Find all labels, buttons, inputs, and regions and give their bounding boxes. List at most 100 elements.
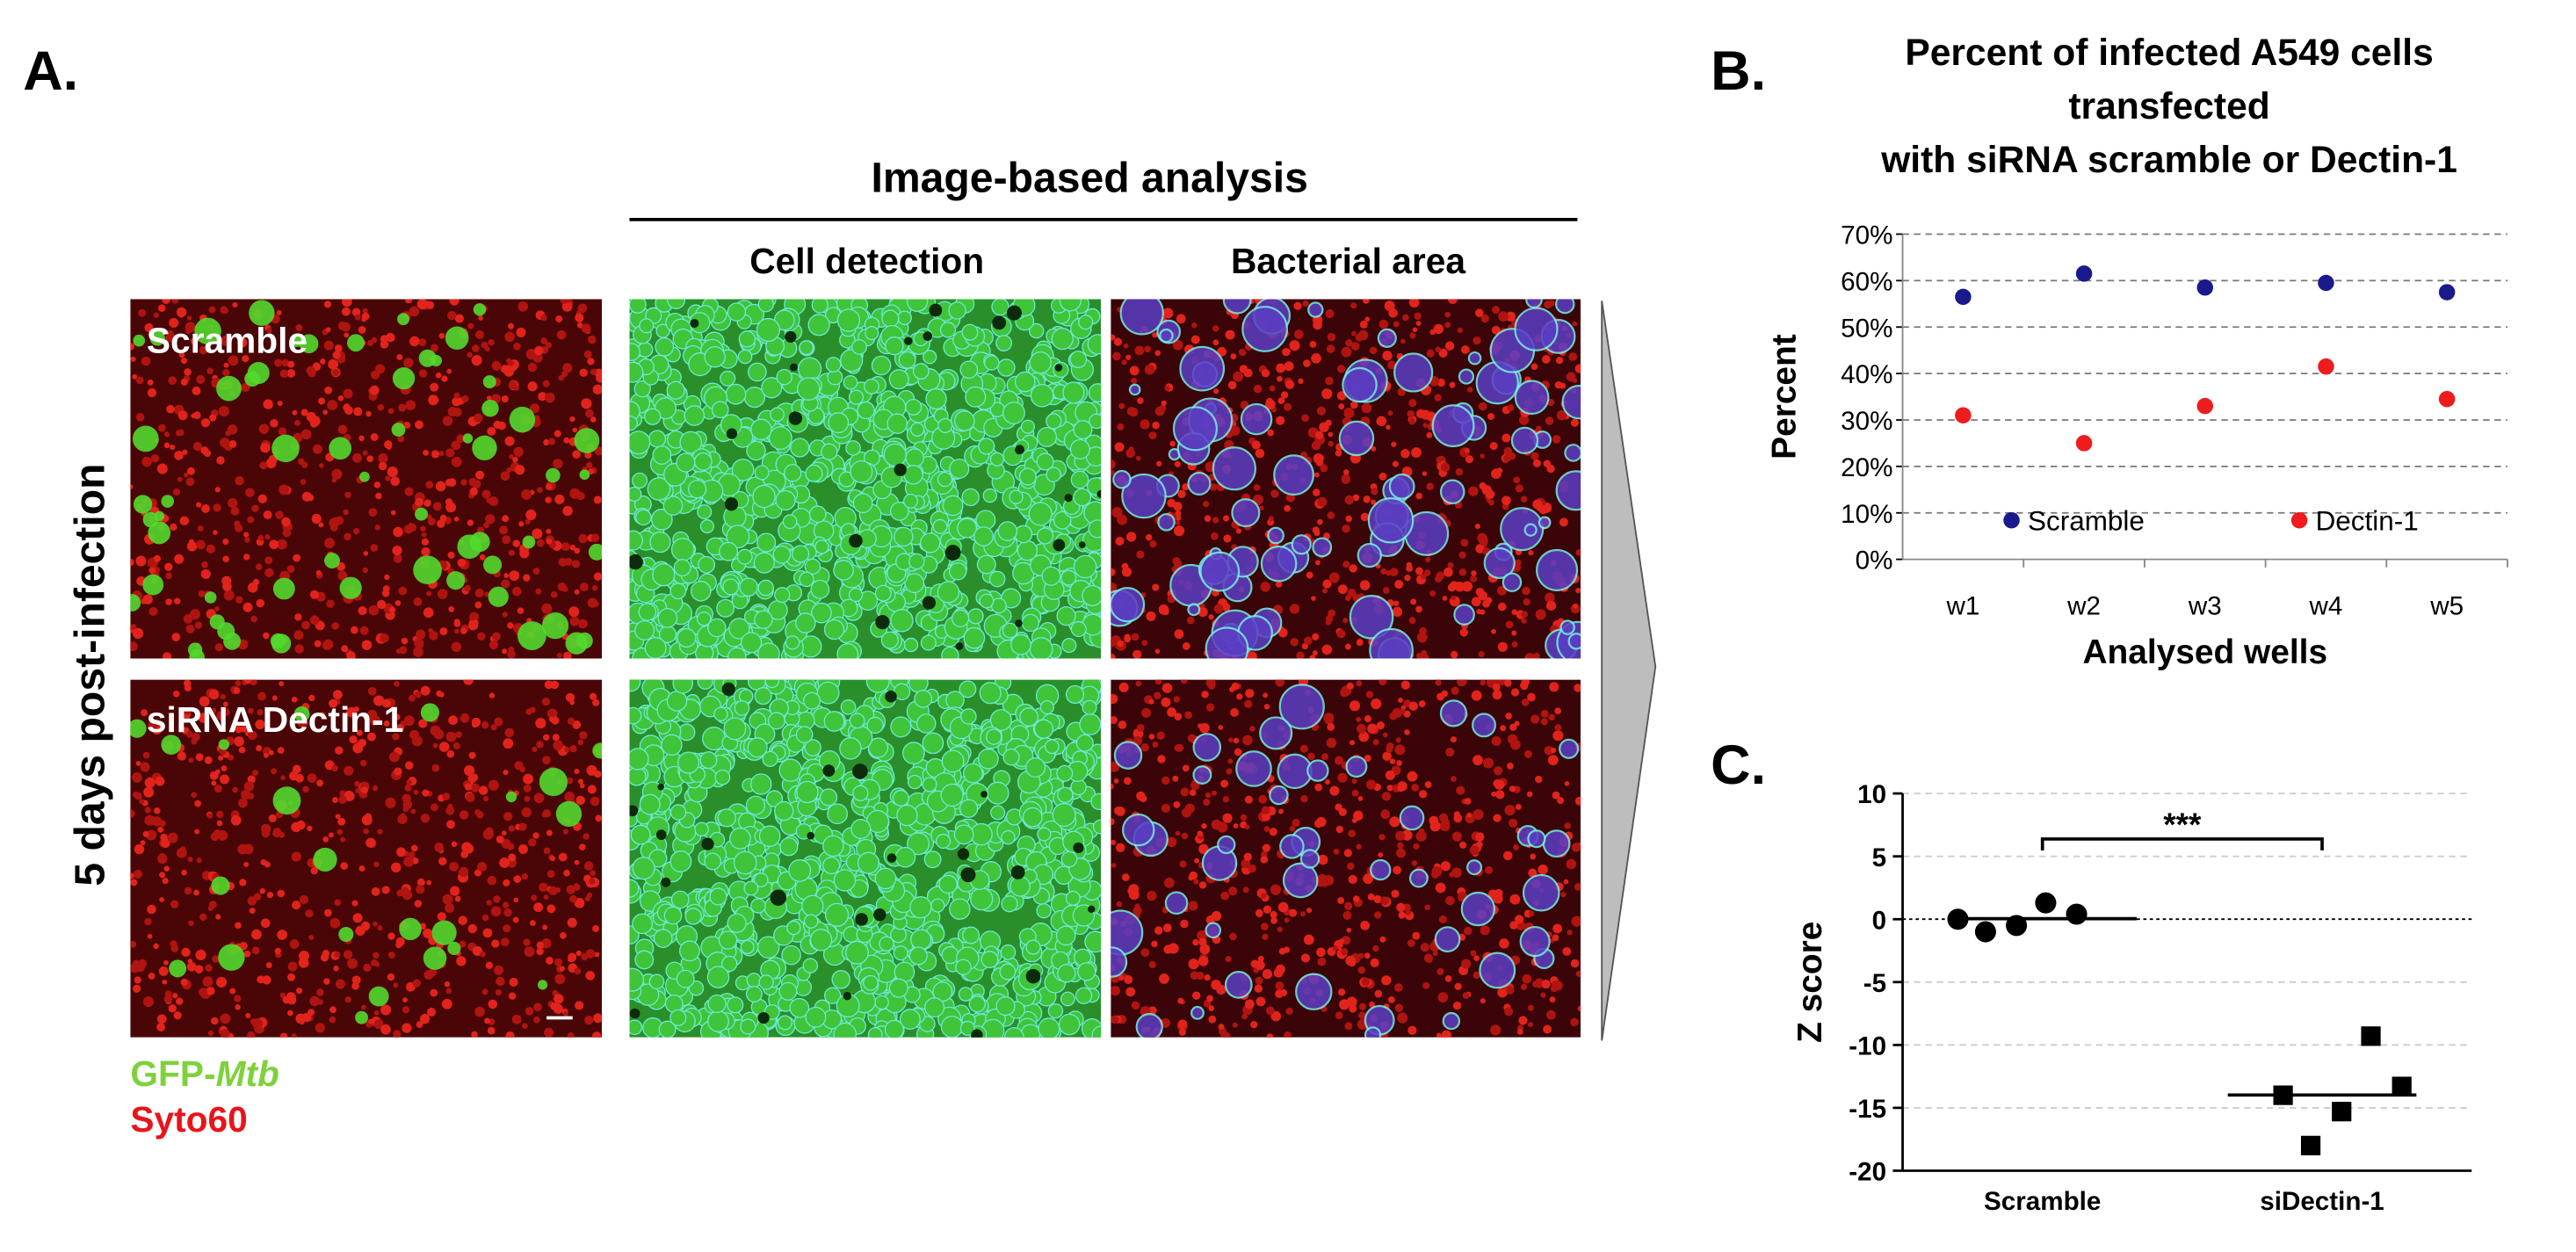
nucleus: [185, 624, 195, 633]
cell-outline: [907, 774, 923, 790]
nucleus: [166, 404, 175, 414]
nucleus: [1125, 987, 1136, 997]
nucleus: [1447, 583, 1457, 592]
nucleus: [579, 368, 588, 377]
cell-outline: [727, 647, 747, 659]
nucleus: [1261, 369, 1270, 378]
cell-outline: [802, 958, 819, 973]
bacteria-area: [1431, 404, 1475, 448]
nucleus: [381, 698, 392, 708]
nucleus: [1268, 516, 1274, 522]
cell-outline: [896, 804, 918, 827]
nucleus: [329, 1006, 336, 1014]
cell-outline: [851, 339, 867, 355]
cell-outline: [629, 299, 647, 314]
cell-outline: [973, 526, 994, 546]
nucleus: [380, 1024, 391, 1035]
cell-outline: [1070, 470, 1089, 489]
cell-outline: [758, 974, 774, 990]
nucleus: [1410, 598, 1417, 605]
bacteria: [576, 632, 593, 649]
nucleus: [1225, 956, 1232, 963]
nucleus: [1317, 854, 1328, 865]
nucleus: [572, 450, 581, 459]
nucleus: [1255, 976, 1263, 985]
bacteria: [483, 555, 503, 575]
nucleus: [247, 775, 256, 784]
cell-outline: [961, 323, 979, 341]
nucleus: [324, 908, 332, 917]
nucleus: [1415, 492, 1423, 500]
cell-outline: [1037, 427, 1058, 448]
nucleus: [272, 829, 281, 838]
nucleus: [564, 557, 573, 566]
nucleus: [488, 999, 498, 1010]
nucleus: [319, 463, 324, 468]
nucleus: [388, 751, 400, 763]
bacteria-area: [1338, 420, 1375, 457]
nucleus: [162, 979, 168, 985]
nucleus: [1313, 819, 1323, 829]
nucleus: [1307, 752, 1315, 761]
nucleus: [1408, 617, 1416, 625]
nucleus: [1480, 925, 1490, 936]
nucleus: [561, 301, 573, 312]
nucleus: [1380, 568, 1387, 575]
nucleus: [280, 775, 286, 781]
cell-outline: [1073, 420, 1093, 440]
nucleus: [477, 862, 488, 872]
gap: [894, 463, 907, 476]
nucleus: [524, 946, 535, 958]
nucleus: [148, 567, 156, 575]
nucleus: [538, 392, 547, 402]
nucleus: [1564, 781, 1570, 786]
nucleus: [393, 982, 399, 988]
annotation: ***: [2163, 806, 2202, 843]
nucleus: [181, 869, 187, 876]
nucleus: [196, 858, 202, 864]
x-tick-label: w5: [2429, 592, 2464, 621]
nucleus: [252, 1018, 264, 1030]
nucleus: [257, 975, 265, 984]
nucleus: [1538, 864, 1548, 875]
nucleus: [239, 879, 247, 887]
cell-outline: [721, 955, 738, 973]
nucleus: [1402, 903, 1412, 912]
cell-outline: [789, 997, 810, 1018]
nucleus: [1465, 447, 1470, 453]
nucleus: [1376, 721, 1386, 730]
gap: [1078, 541, 1086, 548]
nucleus: [1140, 743, 1149, 752]
nucleus: [166, 329, 174, 338]
nucleus: [362, 450, 368, 456]
cell-outline: [827, 803, 849, 825]
nucleus: [1491, 325, 1501, 335]
cell-outline: [1028, 502, 1053, 526]
nucleus: [143, 786, 155, 798]
nucleus: [1489, 442, 1498, 451]
gap: [657, 783, 664, 791]
cell-outline: [679, 940, 700, 962]
cell-outline: [961, 488, 980, 507]
bacteria: [537, 980, 548, 990]
nucleus: [208, 901, 217, 908]
cell-outline: [1051, 327, 1074, 351]
nucleus: [332, 690, 343, 699]
nucleus: [377, 925, 383, 931]
nucleus: [1294, 329, 1304, 339]
nucleus: [1405, 909, 1411, 915]
cell-outline: [914, 690, 933, 708]
nucleus: [556, 329, 567, 340]
nucleus: [1233, 371, 1243, 382]
column-label: Cell detection: [749, 241, 984, 281]
cell-outline: [707, 618, 727, 638]
cell-outline: [803, 914, 819, 929]
nucleus: [277, 747, 285, 754]
nucleus: [223, 362, 229, 368]
nucleus: [1199, 944, 1211, 955]
nucleus: [1378, 319, 1389, 329]
bacteria-area: [1112, 469, 1132, 489]
nucleus: [1547, 755, 1559, 766]
cell-outline: [879, 936, 894, 952]
nucleus: [1487, 413, 1494, 421]
